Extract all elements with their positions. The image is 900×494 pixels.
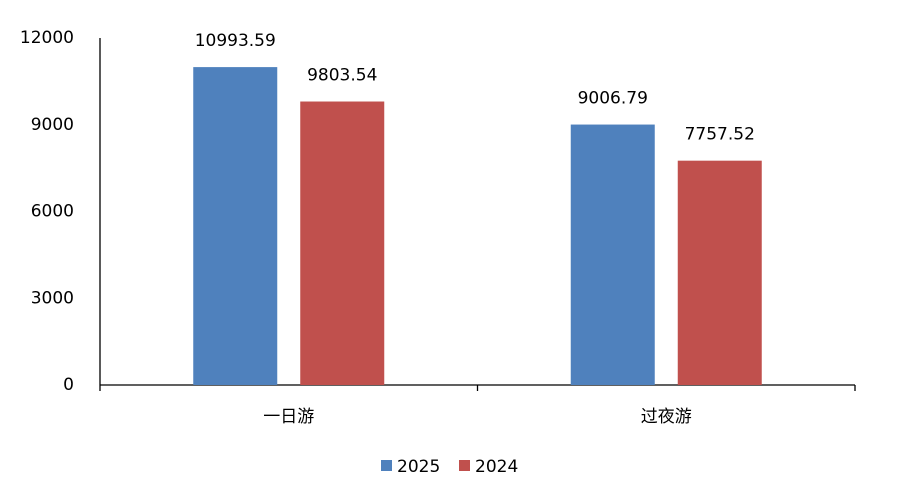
legend-swatch (381, 460, 392, 471)
value-label: 7757.52 (685, 125, 755, 145)
x-tick-label: 过夜游 (641, 407, 692, 427)
y-tick-label: 6000 (31, 202, 74, 222)
value-label: 10993.59 (195, 31, 276, 51)
y-tick-label: 9000 (31, 115, 74, 135)
x-tick-label: 一日游 (263, 407, 314, 427)
y-tick-label: 0 (63, 375, 74, 395)
bar (193, 67, 278, 385)
bar (300, 101, 385, 385)
value-label: 9803.54 (307, 66, 377, 86)
legend-label: 2024 (475, 457, 518, 477)
y-tick-label: 3000 (31, 288, 74, 308)
legend-swatch (459, 460, 470, 471)
value-label: 9006.79 (578, 89, 648, 109)
bar (570, 124, 655, 386)
legend-label: 2025 (397, 457, 440, 477)
y-tick-label: 12000 (20, 28, 74, 48)
bar (677, 160, 762, 385)
